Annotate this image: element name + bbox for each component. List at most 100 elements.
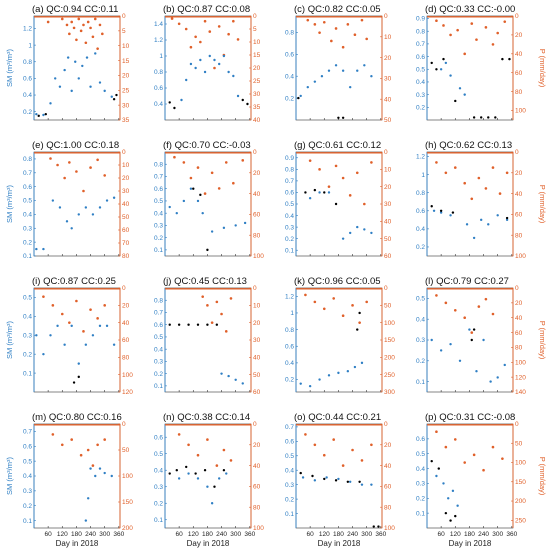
right-tick-label: 30	[253, 91, 261, 98]
x-tick-label: 300	[230, 531, 241, 538]
sm-point-blue	[220, 372, 223, 375]
sm-point-blue	[65, 220, 69, 223]
sm-point-black	[115, 93, 118, 97]
precip-point	[453, 308, 457, 312]
sm-point-black	[192, 187, 195, 190]
sm-point-blue	[196, 477, 200, 480]
sm-point-blue	[199, 58, 202, 62]
sm-point-black	[297, 96, 300, 100]
panel-h: (h) QC:0.62 CC:0.13 0.2 0.4 0.6 0.8 1 1.2 0 20 40…	[416, 140, 547, 260]
precip-point	[491, 445, 495, 449]
sm-point-blue	[112, 343, 116, 346]
precip-point	[341, 45, 345, 49]
x-tick-label: 120	[57, 531, 68, 538]
left-tick-label: 0.8	[154, 161, 163, 168]
sm-point-black	[346, 480, 350, 483]
panel-b: (b) QC:0.87 CC:0.08 0.4 0.6 0.8 1 1.2 1.4 0 5 10 1…	[154, 4, 261, 124]
panel-i: (i) QC:0.87 CC:0.25 0.1 0.2 0.3 0.4 0.5 0 20 40 6…	[5, 276, 133, 396]
sm-point-black	[444, 511, 448, 515]
sm-point-blue	[327, 191, 331, 194]
right-tick-label: 20	[384, 442, 392, 449]
x-tick-label: 180	[333, 531, 344, 538]
panel-title: (j) QC:0.45 CC:0.13	[163, 276, 247, 287]
sm-point-blue	[472, 236, 476, 240]
right-tick-label: 200	[122, 525, 133, 532]
left-tick-label: 0.1	[23, 370, 32, 377]
right-tick-label: 80	[122, 253, 130, 260]
x-tick-label: 360	[375, 531, 386, 538]
right-tick-label: 20	[384, 55, 392, 62]
precip-point	[86, 20, 90, 24]
right-tick-label: 0	[515, 13, 519, 20]
right-tick-label: 0	[384, 421, 388, 428]
precip-point	[229, 459, 233, 462]
left-tick-label: 0.2	[285, 95, 294, 102]
sm-point-blue	[334, 64, 338, 67]
right-tick-label: 40	[384, 219, 392, 226]
right-tick-label: 60	[253, 484, 261, 491]
left-tick-label: 0.8	[285, 30, 294, 37]
left-tick-label: 0.3	[23, 225, 32, 232]
sm-point-black	[313, 188, 317, 192]
x-tick-label: 60	[176, 531, 184, 538]
left-tick-label: 0.6	[23, 184, 32, 191]
panel-title: (d) QC:0.33 CC:-0.00	[425, 4, 515, 15]
sm-point-blue	[356, 69, 359, 72]
left-tick-label: 0.9	[285, 155, 294, 162]
sm-point-black	[377, 525, 380, 528]
right-tick-label: 10	[253, 39, 261, 46]
y-axis-label-right: P (mm/day)	[538, 49, 547, 88]
right-tick-label: 100	[515, 108, 526, 115]
sm-point-blue	[98, 206, 102, 209]
precip-point	[484, 297, 488, 301]
sm-point-blue	[225, 472, 228, 475]
sm-point-blue	[85, 56, 89, 59]
x-tick-label: 240	[85, 531, 96, 538]
right-tick-label: 5	[122, 28, 126, 35]
plot-frame	[295, 287, 383, 393]
left-tick-label: 0.2	[416, 244, 425, 251]
right-tick-label: 0	[122, 285, 126, 292]
precip-point	[51, 433, 55, 436]
sm-point-blue	[236, 94, 240, 98]
precip-point	[327, 185, 331, 188]
x-tick-label: 240	[216, 531, 227, 538]
precip-point	[196, 453, 200, 457]
left-tick-label: 0.2	[285, 496, 294, 503]
panel-e: (e) QC:1.00 CC:0.18 0.1 0.2 0.3 0.4 0.5 0.6 0.7…	[5, 140, 130, 260]
left-tick-label: 0.1	[416, 379, 425, 386]
left-tick-label: 0.4	[23, 314, 32, 321]
sm-point-black	[430, 459, 433, 463]
precip-point	[103, 174, 106, 177]
precip-point	[453, 166, 457, 169]
sm-point-blue	[449, 342, 452, 346]
left-tick-label: 0.6	[154, 85, 163, 92]
right-tick-label: 50	[122, 214, 130, 221]
sm-point-blue	[63, 68, 66, 72]
precip-point	[463, 52, 466, 56]
right-tick-label: 80	[515, 345, 523, 352]
right-tick-label: 10	[384, 34, 392, 41]
sm-point-blue	[189, 187, 193, 190]
plot-frame	[295, 151, 383, 257]
precip-point	[103, 304, 106, 307]
right-tick-label: 0	[515, 149, 519, 156]
sm-point-black	[470, 338, 473, 342]
sm-point-blue	[487, 223, 490, 226]
right-tick-label: 60	[384, 253, 392, 260]
sm-point-blue	[370, 483, 373, 486]
sm-point-blue	[110, 474, 113, 478]
precip-point	[86, 448, 90, 452]
sm-point-black	[341, 116, 345, 120]
left-tick-label: 0.1	[154, 383, 163, 390]
precip-point	[49, 157, 52, 160]
left-tick-label: 0.8	[23, 156, 32, 163]
right-tick-label: 140	[515, 389, 526, 396]
left-tick-label: 0.1	[154, 247, 163, 254]
right-tick-label: 20	[384, 184, 392, 191]
precip-point	[449, 33, 452, 37]
precip-point	[444, 301, 448, 305]
plot-frame	[164, 151, 252, 257]
sm-point-black	[454, 514, 457, 518]
precip-point	[82, 330, 85, 333]
